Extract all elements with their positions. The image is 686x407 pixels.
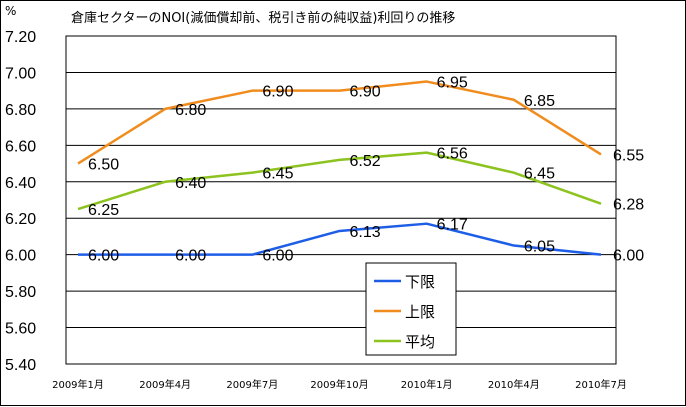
x-tick-label: 2009年7月 bbox=[226, 378, 278, 391]
data-label: 6.00 bbox=[262, 248, 293, 265]
y-tick-label: 6.20 bbox=[5, 211, 36, 228]
y-tick-label: 7.00 bbox=[5, 65, 36, 82]
data-label: 6.45 bbox=[524, 166, 555, 183]
series-line-0 bbox=[78, 222, 602, 256]
x-tick-label: 2009年1月 bbox=[52, 378, 104, 391]
series-line-1 bbox=[77, 80, 602, 165]
x-axis-ticks: 2009年1月 2009年4月 2009年7月 2009年10月 2010年1月 2010… bbox=[52, 378, 627, 391]
data-label: 6.95 bbox=[437, 75, 468, 92]
plot-area bbox=[65, 35, 617, 365]
data-label: 6.56 bbox=[437, 146, 468, 163]
y-tick-label: 5.60 bbox=[5, 321, 36, 338]
data-labels: 6.00 6.00 6.00 6.13 6.17 6.05 6.00 6.50 6.80 6.90… bbox=[88, 75, 644, 265]
data-label: 6.25 bbox=[88, 202, 119, 219]
y-tick-label: 6.80 bbox=[5, 102, 36, 119]
y-tick-label: 5.80 bbox=[5, 284, 36, 301]
data-label: 6.00 bbox=[175, 248, 206, 265]
data-label: 6.90 bbox=[350, 84, 381, 101]
x-tick-label: 2009年10月 bbox=[310, 378, 368, 391]
data-label: 6.45 bbox=[262, 166, 293, 183]
x-tick-label: 2010年7月 bbox=[575, 378, 627, 391]
data-label: 6.40 bbox=[175, 175, 206, 192]
y-tick-label: 6.60 bbox=[5, 138, 36, 155]
data-label: 6.90 bbox=[262, 84, 293, 101]
y-tick-label: 6.40 bbox=[5, 175, 36, 192]
y-unit-label: % bbox=[5, 4, 16, 18]
y-tick-label: 7.20 bbox=[5, 29, 36, 46]
data-label: 6.55 bbox=[613, 147, 644, 164]
legend-label: 下限 bbox=[405, 273, 435, 291]
data-label: 6.17 bbox=[437, 217, 468, 234]
legend-label: 平均 bbox=[405, 333, 435, 351]
data-label: 6.00 bbox=[88, 248, 119, 265]
legend-box bbox=[365, 262, 457, 356]
series-layer bbox=[77, 80, 602, 256]
series-line-2 bbox=[77, 151, 602, 211]
data-label: 6.00 bbox=[613, 248, 644, 265]
y-axis-ticks: 5.40 5.60 5.80 6.00 6.20 6.40 6.60 6.80 7.00 7.20 bbox=[5, 29, 36, 374]
data-label: 6.85 bbox=[524, 93, 555, 110]
chart-title: 倉庫セクターのNOI(減価償却前、税引き前の純収益)利回りの推移 bbox=[71, 10, 455, 26]
x-tick-label: 2010年4月 bbox=[488, 378, 540, 391]
data-label: 6.52 bbox=[350, 153, 381, 170]
data-label: 6.05 bbox=[524, 239, 555, 256]
x-tick-label: 2010年1月 bbox=[401, 378, 453, 391]
x-tick-label: 2009年4月 bbox=[139, 378, 191, 391]
data-label: 6.13 bbox=[350, 224, 381, 241]
data-label: 6.80 bbox=[175, 102, 206, 119]
y-tick-label: 6.00 bbox=[5, 248, 36, 265]
data-label: 6.50 bbox=[88, 157, 119, 174]
y-tick-label: 5.40 bbox=[5, 357, 36, 374]
data-label: 6.28 bbox=[613, 197, 644, 214]
legend-label: 上限 bbox=[405, 303, 435, 321]
